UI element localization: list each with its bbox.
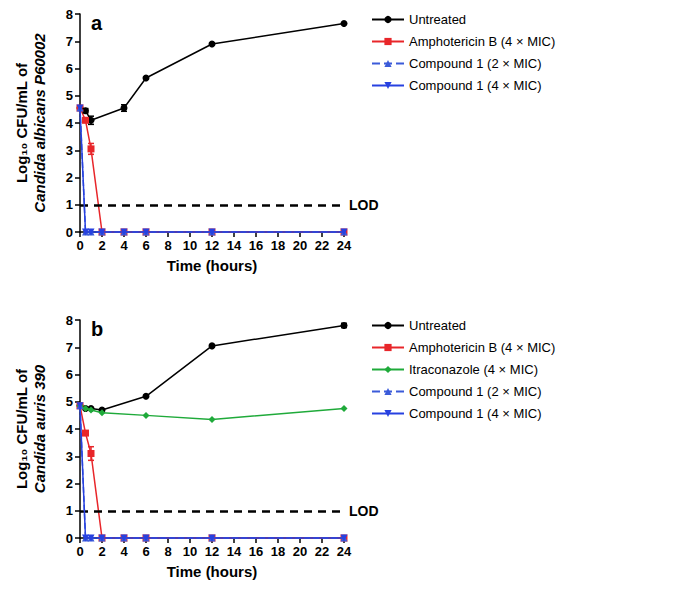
svg-text:14: 14 <box>227 544 242 559</box>
svg-text:Amphotericin B (4 × MIC): Amphotericin B (4 × MIC) <box>409 34 555 49</box>
svg-text:LOD: LOD <box>349 197 379 213</box>
svg-text:12: 12 <box>205 544 219 559</box>
svg-text:0: 0 <box>76 238 83 253</box>
svg-text:LOD: LOD <box>349 503 379 519</box>
svg-text:Compound 1 (2 × MIC): Compound 1 (2 × MIC) <box>409 384 542 399</box>
svg-text:16: 16 <box>249 544 263 559</box>
svg-text:7: 7 <box>66 34 73 49</box>
svg-text:8: 8 <box>66 7 73 22</box>
svg-text:Log₁₀ CFU/mL of: Log₁₀ CFU/mL of <box>13 368 30 489</box>
svg-text:6: 6 <box>142 544 149 559</box>
svg-text:2: 2 <box>66 170 73 185</box>
svg-text:22: 22 <box>315 544 329 559</box>
svg-text:18: 18 <box>271 544 285 559</box>
svg-text:20: 20 <box>293 238 307 253</box>
svg-text:6: 6 <box>66 367 73 382</box>
svg-text:5: 5 <box>66 88 73 103</box>
svg-text:3: 3 <box>66 449 73 464</box>
svg-text:Time (hours): Time (hours) <box>167 563 258 580</box>
svg-text:b: b <box>91 318 103 340</box>
svg-text:20: 20 <box>293 544 307 559</box>
svg-text:24: 24 <box>337 238 352 253</box>
svg-text:8: 8 <box>66 313 73 328</box>
svg-text:2: 2 <box>98 544 105 559</box>
svg-text:1: 1 <box>66 503 73 518</box>
svg-text:6: 6 <box>66 61 73 76</box>
svg-text:2: 2 <box>66 476 73 491</box>
svg-text:4: 4 <box>66 116 74 131</box>
svg-text:1: 1 <box>66 197 73 212</box>
svg-text:22: 22 <box>315 238 329 253</box>
svg-text:a: a <box>91 12 103 34</box>
svg-text:Candida auris 390: Candida auris 390 <box>31 364 48 493</box>
svg-text:16: 16 <box>249 238 263 253</box>
svg-text:Log₁₀ CFU/mL of: Log₁₀ CFU/mL of <box>13 62 30 183</box>
svg-text:4: 4 <box>120 238 128 253</box>
svg-text:0: 0 <box>66 531 73 546</box>
svg-text:18: 18 <box>271 238 285 253</box>
svg-text:4: 4 <box>120 544 128 559</box>
svg-text:Time (hours): Time (hours) <box>167 257 258 274</box>
svg-text:8: 8 <box>164 544 171 559</box>
svg-text:10: 10 <box>183 544 197 559</box>
svg-text:24: 24 <box>337 544 352 559</box>
svg-text:Itraconazole (4 × MIC): Itraconazole (4 × MIC) <box>409 362 538 377</box>
svg-text:Untreated: Untreated <box>409 12 466 27</box>
svg-text:Untreated: Untreated <box>409 318 466 333</box>
svg-text:Compound 1 (2 × MIC): Compound 1 (2 × MIC) <box>409 56 542 71</box>
svg-text:0: 0 <box>76 544 83 559</box>
svg-text:Amphotericin B (4 × MIC): Amphotericin B (4 × MIC) <box>409 340 555 355</box>
svg-text:Compound 1 (4 × MIC): Compound 1 (4 × MIC) <box>409 78 542 93</box>
svg-text:3: 3 <box>66 143 73 158</box>
svg-text:2: 2 <box>98 238 105 253</box>
svg-text:7: 7 <box>66 340 73 355</box>
svg-text:0: 0 <box>66 225 73 240</box>
svg-text:5: 5 <box>66 394 73 409</box>
svg-text:Candida albicans P60002: Candida albicans P60002 <box>31 33 48 213</box>
svg-text:10: 10 <box>183 238 197 253</box>
svg-text:6: 6 <box>142 238 149 253</box>
svg-text:12: 12 <box>205 238 219 253</box>
svg-text:4: 4 <box>66 422 74 437</box>
svg-text:8: 8 <box>164 238 171 253</box>
svg-text:Compound 1 (4 × MIC): Compound 1 (4 × MIC) <box>409 406 542 421</box>
svg-text:14: 14 <box>227 238 242 253</box>
